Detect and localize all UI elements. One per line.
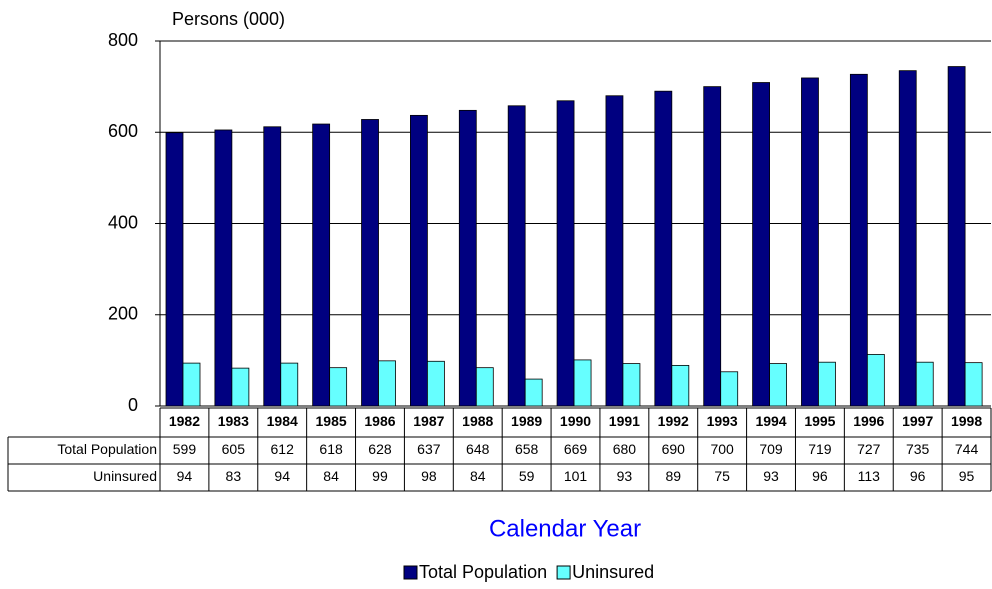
bar [801,77,819,407]
y-tick-label: 800 [108,30,138,50]
y-axis-title: Persons (000) [172,9,285,29]
bar [378,360,396,407]
x-axis-title: Calendar Year [489,515,641,542]
bar [605,95,624,407]
table-value: 599 [173,441,197,457]
table-value: 75 [714,468,730,484]
bar [720,371,739,407]
bar [427,360,445,407]
legend-swatch [403,565,418,580]
table-value: 99 [372,468,388,484]
x-tick-label: 1991 [609,413,640,429]
table-value: 89 [665,468,681,484]
x-tick-label: 1997 [902,413,933,429]
table-value: 744 [955,441,979,457]
table-value: 669 [564,441,588,457]
x-tick-label: 1995 [804,413,835,429]
y-tick-label: 200 [108,304,138,324]
bar [182,362,201,407]
bar [524,378,543,407]
x-tick-label: 1989 [511,413,542,429]
bar [475,367,494,407]
table-value: 59 [519,468,535,484]
bar [898,70,917,407]
table-value: 96 [812,468,828,484]
bar [329,367,348,407]
x-tick-label: 1987 [413,413,444,429]
bar [671,364,690,407]
bar [214,129,233,407]
table-value: 709 [759,441,783,457]
table-value: 93 [617,468,633,484]
table-value: 719 [808,441,832,457]
bar [361,119,379,407]
table-value: 700 [710,441,734,457]
table-row-label: Total Population [57,441,157,457]
x-tick-label: 1984 [267,413,298,429]
bar [622,363,641,407]
legend-swatch [556,565,571,580]
bar [312,123,331,407]
table-value: 680 [613,441,637,457]
table-value: 94 [177,468,193,484]
bar [703,86,722,407]
table-value: 618 [319,441,343,457]
bar [849,73,868,407]
table-value: 96 [910,468,926,484]
x-tick-label: 1985 [316,413,347,429]
bar [866,354,885,407]
x-tick-label: 1993 [707,413,738,429]
bar [915,361,934,407]
y-tick-label: 600 [108,121,138,141]
table-value: 101 [564,468,588,484]
legend-label: Uninsured [572,562,654,582]
x-tick-label: 1990 [560,413,591,429]
bar [654,90,673,407]
table-value: 628 [368,441,392,457]
table-value: 113 [858,468,881,484]
y-tick-label: 0 [128,395,138,415]
bar [165,132,184,407]
x-tick-label: 1998 [951,413,982,429]
x-tick-label: 1992 [658,413,689,429]
x-tick-label: 1996 [853,413,884,429]
legend-label: Total Population [419,562,547,582]
table-value: 637 [417,441,441,457]
bar [507,105,526,407]
bar [410,114,428,407]
table-value: 95 [959,468,975,484]
table-value: 727 [857,441,881,457]
x-tick-label: 1986 [364,413,395,429]
table-value: 98 [421,468,437,484]
bar [263,126,282,407]
table-value: 658 [515,441,539,457]
x-tick-label: 1988 [462,413,493,429]
y-tick-label: 400 [108,212,138,232]
x-tick-label: 1994 [755,413,786,429]
table-value: 648 [466,441,490,457]
table-row-label: Uninsured [93,468,157,484]
table-value: 612 [271,441,295,457]
x-tick-label: 1982 [169,413,200,429]
table-value: 93 [763,468,779,484]
bar [458,109,477,407]
bar [280,362,299,407]
table-value: 690 [662,441,686,457]
bar [964,362,983,407]
table-value: 84 [323,468,339,484]
table-value: 735 [906,441,930,457]
x-tick-label: 1983 [218,413,249,429]
table-value: 84 [470,468,486,484]
bar [231,367,250,407]
bar [947,66,966,407]
bar [573,359,592,407]
bar [818,361,836,407]
table-value: 83 [226,468,242,484]
bar [752,82,770,407]
table-value: 605 [222,441,246,457]
bar [556,100,575,407]
bar [769,363,787,407]
table-value: 94 [274,468,290,484]
